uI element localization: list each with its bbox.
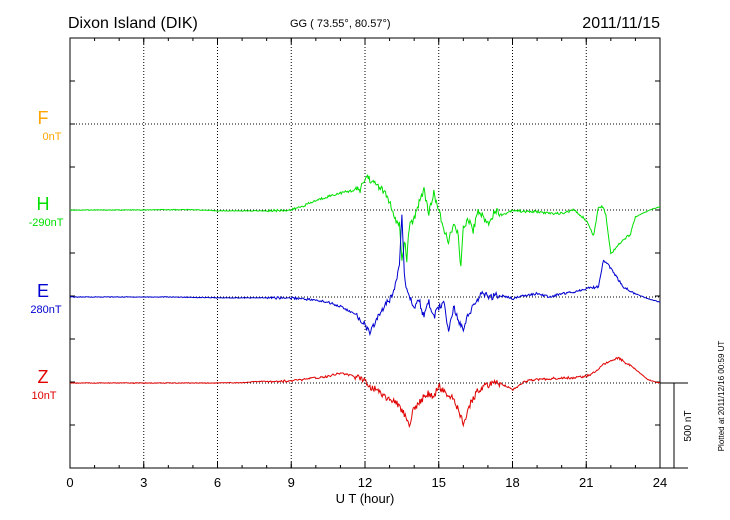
x-tick-label: 15 <box>432 475 446 490</box>
x-tick-label: 21 <box>579 475 593 490</box>
x-tick-labels: 0 3 6 9 12 15 18 21 24 <box>66 475 667 490</box>
trace-z <box>69 356 661 429</box>
scale-bar-label: 500 nT <box>683 410 694 441</box>
baseline-label-h: -290nT <box>29 217 64 229</box>
x-tick-label: 0 <box>66 475 73 490</box>
plot-frame <box>69 37 661 469</box>
coords-label: GG ( 73.55°, 80.57°) <box>290 18 391 30</box>
x-tick-label: 18 <box>505 475 519 490</box>
channel-label-e: E <box>37 281 49 301</box>
channel-label-z: Z <box>38 367 49 387</box>
x-tick-label: 6 <box>214 475 221 490</box>
station-title: Dixon Island (DIK) <box>68 15 198 32</box>
baseline-label-e: 280nT <box>30 304 61 316</box>
x-tick-label: 9 <box>288 475 295 490</box>
grid-lines <box>69 37 661 469</box>
baseline-label-z: 10nT <box>31 390 56 402</box>
plotted-timestamp: Plotted at 2011/12/16 00:59 UT <box>717 341 726 452</box>
channel-label-h: H <box>37 194 50 214</box>
trace-e <box>70 214 661 337</box>
x-tick-label: 3 <box>140 475 147 490</box>
x-tick-label: 12 <box>358 475 372 490</box>
channel-label-f: F <box>38 108 49 128</box>
date-label: 2011/11/15 <box>582 15 660 32</box>
baseline-label-f: 0nT <box>43 131 62 143</box>
scale-bar <box>660 382 688 469</box>
data-traces <box>69 174 661 429</box>
trace-h <box>69 174 661 267</box>
x-axis-label: U T (hour) <box>336 491 395 506</box>
x-tick-label: 24 <box>653 475 667 490</box>
